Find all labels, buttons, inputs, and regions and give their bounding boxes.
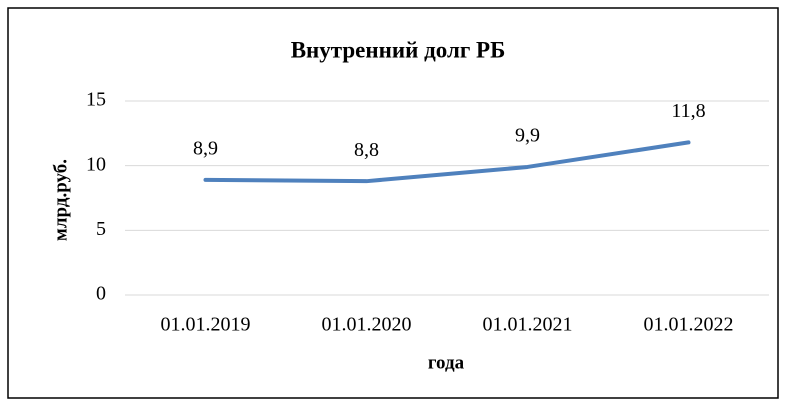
x-tick-label: 01.01.2021 xyxy=(483,314,573,336)
data-label: 8,9 xyxy=(193,137,218,159)
data-label: 8,8 xyxy=(354,139,379,161)
x-tick-label: 01.01.2020 xyxy=(322,314,412,336)
data-label: 11,8 xyxy=(671,100,705,122)
x-axis-label: года xyxy=(428,352,465,373)
y-tick-label: 5 xyxy=(96,218,106,240)
x-tick-label: 01.01.2019 xyxy=(161,314,251,336)
data-label: 9,9 xyxy=(515,125,540,147)
y-axis-label: млрд.руб. xyxy=(50,159,71,241)
x-tick-label: 01.01.2022 xyxy=(644,314,734,336)
y-tick-label: 0 xyxy=(96,283,106,305)
y-tick-label: 15 xyxy=(86,89,106,111)
series-line xyxy=(203,140,691,184)
chart-border xyxy=(7,7,779,399)
chart-title: Внутренний долг РБ xyxy=(291,37,506,62)
y-tick-label: 10 xyxy=(86,153,106,175)
